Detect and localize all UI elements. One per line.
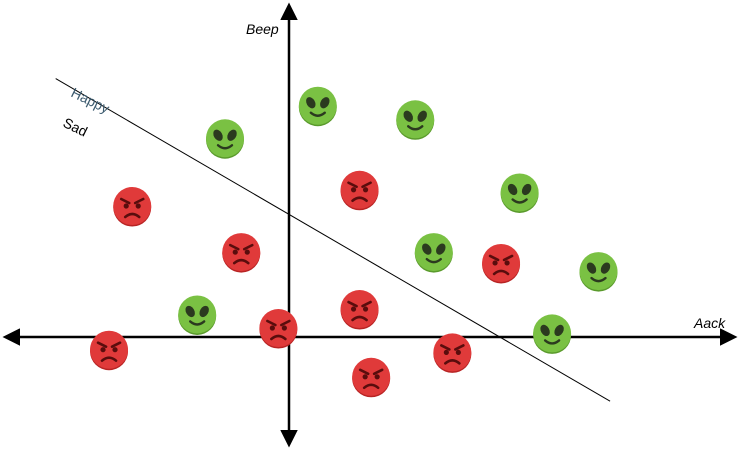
angry-sad-face-icon [222,233,261,273]
happy-alien-face-icon [206,119,245,159]
happy-alien-face-icon [396,100,435,140]
decision-boundary-line [55,78,611,402]
happy-alien-face-icon [500,173,539,213]
points-layer [90,86,618,398]
happy-alien-face-icon [178,295,217,335]
angry-sad-face-icon [482,243,521,284]
happy-region-label: Happy [69,84,112,116]
happy-alien-face-icon [533,314,572,354]
sad-region-label: Sad [61,114,90,139]
angry-sad-face-icon [340,290,379,330]
angry-sad-face-icon [352,357,391,398]
y-axis-label: Beep [246,21,279,37]
x-axis-label: Aack [693,315,726,331]
angry-sad-face-icon [340,170,379,211]
happy-alien-face-icon [298,86,337,127]
angry-sad-face-icon [113,187,152,227]
happy-alien-face-icon [414,233,453,273]
angry-sad-face-icon [259,309,298,349]
happy-alien-face-icon [579,252,618,292]
angry-sad-face-icon [90,330,129,371]
angry-sad-face-icon [433,333,472,373]
